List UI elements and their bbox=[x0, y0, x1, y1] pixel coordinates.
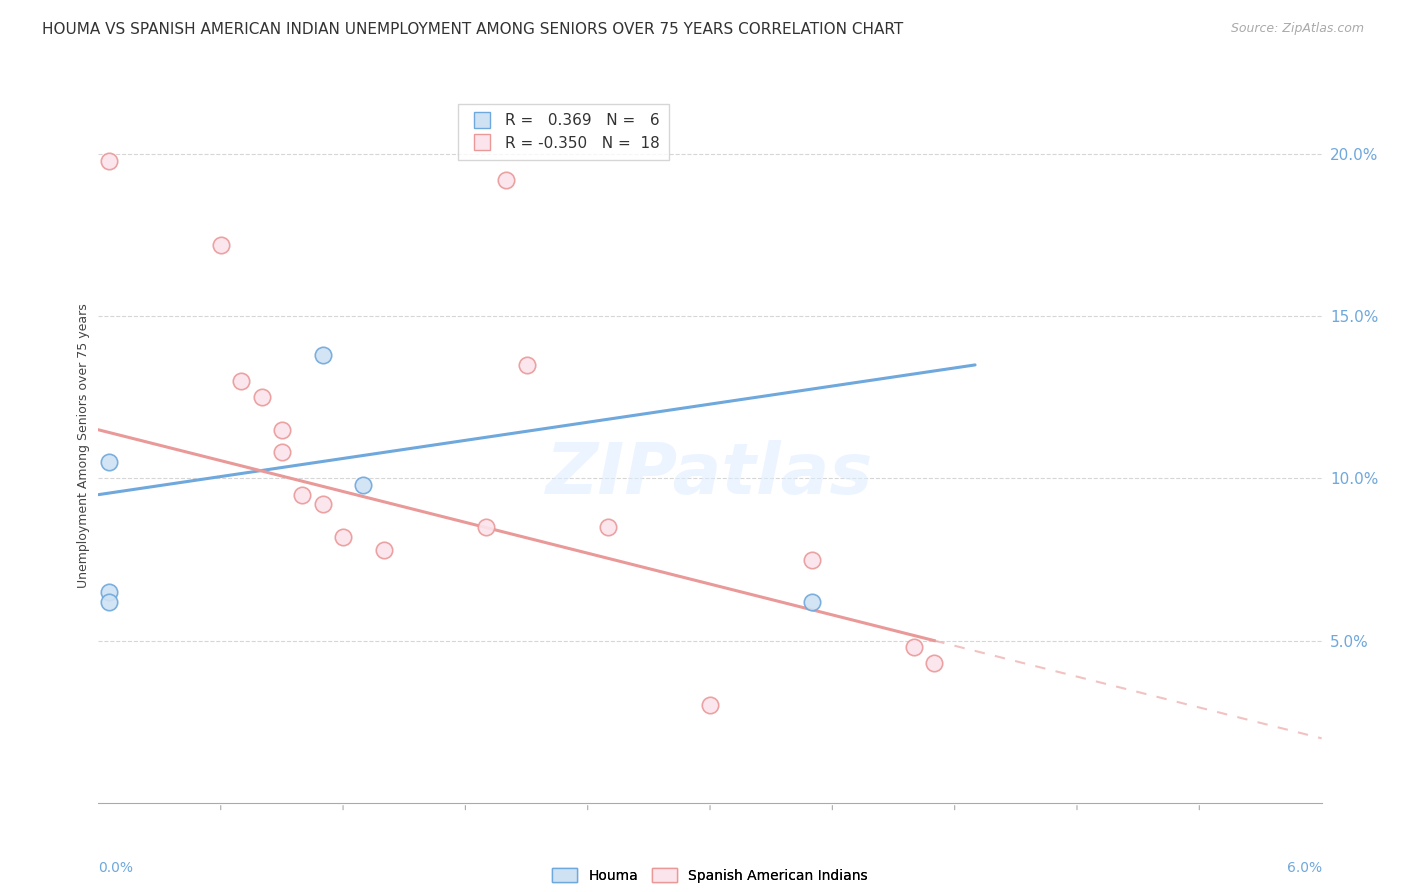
Point bbox=[311, 348, 335, 362]
Point bbox=[97, 595, 120, 609]
Point bbox=[250, 390, 273, 404]
Point bbox=[97, 153, 120, 168]
Text: 6.0%: 6.0% bbox=[1286, 861, 1322, 875]
Point bbox=[801, 552, 824, 566]
Point bbox=[332, 530, 354, 544]
Point bbox=[699, 698, 721, 713]
Text: HOUMA VS SPANISH AMERICAN INDIAN UNEMPLOYMENT AMONG SENIORS OVER 75 YEARS CORREL: HOUMA VS SPANISH AMERICAN INDIAN UNEMPLO… bbox=[42, 22, 904, 37]
Point bbox=[311, 497, 335, 511]
Point bbox=[97, 455, 120, 469]
Point bbox=[903, 640, 925, 654]
Legend: Houma, Spanish American Indians: Houma, Spanish American Indians bbox=[547, 863, 873, 888]
Point bbox=[474, 520, 498, 534]
Text: 0.0%: 0.0% bbox=[98, 861, 134, 875]
Point bbox=[922, 657, 945, 671]
Point bbox=[209, 238, 232, 252]
Y-axis label: Unemployment Among Seniors over 75 years: Unemployment Among Seniors over 75 years bbox=[77, 303, 90, 589]
Point bbox=[596, 520, 619, 534]
Point bbox=[801, 595, 824, 609]
Point bbox=[97, 585, 120, 599]
Point bbox=[495, 173, 517, 187]
Point bbox=[270, 445, 292, 459]
Text: Source: ZipAtlas.com: Source: ZipAtlas.com bbox=[1230, 22, 1364, 36]
Text: ZIPatlas: ZIPatlas bbox=[547, 440, 873, 509]
Point bbox=[229, 374, 253, 388]
Point bbox=[291, 488, 314, 502]
Point bbox=[515, 358, 537, 372]
Point bbox=[373, 542, 395, 557]
Point bbox=[270, 423, 292, 437]
Point bbox=[352, 478, 374, 492]
